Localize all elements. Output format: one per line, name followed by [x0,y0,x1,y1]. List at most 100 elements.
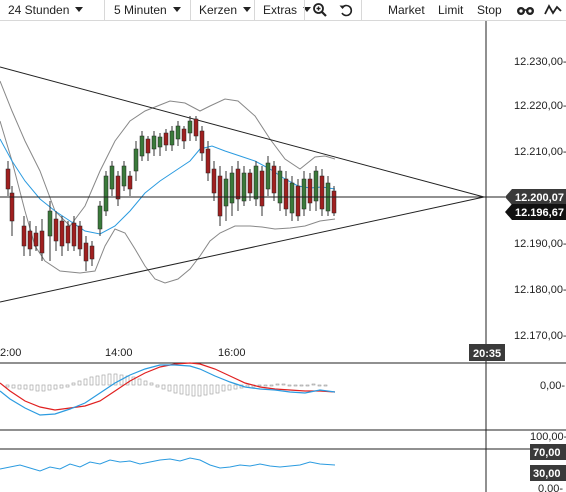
macd-histogram-bar [41,384,46,392]
macd-histogram-bar [53,384,58,390]
macd-histogram-bar [227,384,232,391]
interval-dropdown[interactable]: 5 Minuten [114,2,181,18]
candle-body [139,135,145,157]
candle-body [199,130,205,154]
range-label: 24 Stunden [8,3,70,17]
candle-body [283,178,289,210]
macd-histogram-bar [17,384,22,390]
candle-body [307,178,313,204]
stop-order-label: Stop [477,3,502,17]
macd-histogram-bar [137,378,142,386]
macd-histogram-bar [11,384,16,389]
candle-body [151,135,157,150]
toolbar-divider [254,0,255,20]
macd-histogram-bar [29,384,34,391]
toolbar-divider [104,0,105,20]
macd-histogram-bar [107,373,112,386]
macd-histogram-bar [221,384,226,392]
crosshair-time-tag: 20:35 [469,344,505,361]
macd-histogram-bar [185,384,190,396]
candle-body [331,190,337,214]
candle-body [89,245,95,260]
candle-body [83,242,89,262]
candle-body [295,185,301,217]
rsi-level-30-tag: 30,00 [530,465,566,481]
market-order-button[interactable]: Market [388,2,425,18]
macd-histogram-bar [161,384,166,390]
candle-body [259,170,265,207]
candle-body [9,192,15,222]
candle-body [229,172,235,204]
candle-body [217,175,223,217]
macd-histogram-bar [179,384,184,395]
undo-icon[interactable] [338,2,354,18]
candle-body [247,172,253,194]
rsi-level-70-value: 70,00 [533,447,561,459]
macd-histogram-bar [311,383,316,386]
candle-body [241,172,247,202]
chevron-down-icon [172,7,181,13]
macd-histogram-bar [47,384,52,391]
macd-histogram-bar [59,384,64,389]
candle-body [71,222,77,247]
macd-histogram-bar [203,384,208,396]
candle-body [175,125,181,140]
extras-dropdown[interactable]: Extras [263,2,312,18]
macd-histogram-bar [71,382,76,386]
price-axis-label: 12.210,00- [514,146,566,158]
toolbar-divider [361,0,362,20]
macd-histogram-bar [263,384,268,387]
price-axis-label: 12.220,00- [514,100,566,112]
rsi-level-70-tag: 70,00 [530,444,566,460]
chevron-down-icon [303,7,312,13]
macd-histogram-bar [167,384,172,392]
candle-body [253,165,259,200]
upper-trendline [0,66,485,198]
macd-histogram-bar [113,373,118,386]
bollinger-lower-band [0,120,336,284]
price-axis-label: 12.190,00- [514,238,566,250]
rsi-axis-label: 100,00- [530,431,566,443]
current-price-value: 12.196,67 [515,207,564,219]
macd-histogram-bar [155,384,160,388]
limit-order-label: Limit [438,3,464,17]
macd-histogram [5,373,328,397]
candle-body [313,170,319,202]
line-chart-icon[interactable] [544,2,562,18]
macd-histogram-bar [23,384,28,390]
price-chart[interactable]: 12.230,00- 12.220,00- 12.210,00- 12.190,… [0,21,566,492]
chevron-down-icon [243,7,252,13]
rsi-line [0,457,336,472]
macd-histogram-bar [83,378,88,386]
macd-histogram-bar [233,384,238,390]
price-axis-label: 12.180,00- [514,284,566,296]
candle-body [21,225,27,247]
candle-body [319,175,325,210]
chart-toolbar: 24 Stunden 5 Minuten Kerzen Extras Marke… [0,0,566,21]
candle-body [163,132,169,146]
candle-body [53,218,59,242]
limit-order-button[interactable]: Limit [438,2,463,18]
range-dropdown[interactable]: 24 Stunden [8,2,84,18]
candle-body [5,168,11,190]
candle-body [181,128,187,142]
time-axis-label: 2:00 [0,347,21,359]
time-axis-label: 14:00 [105,347,133,359]
macd-histogram-bar [95,375,100,386]
chart-style-dropdown[interactable]: Kerzen [199,2,252,18]
candle-body [169,130,175,146]
candle-body [59,220,65,247]
macd-histogram-bar [191,384,196,397]
lower-trendline [0,196,485,303]
candle-body [223,178,229,207]
price-axis-label: 12.170,00- [514,330,566,342]
market-order-label: Market [388,3,425,17]
price-axis-label: 12.230,00- [514,56,566,68]
zoom-in-icon[interactable] [312,2,328,18]
glasses-icon[interactable] [516,2,536,18]
macd-histogram-bar [299,384,304,387]
time-axis-label: 16:00 [218,347,246,359]
stop-order-button[interactable]: Stop [477,2,502,18]
macd-histogram-bar [269,384,274,387]
candle-body [133,148,139,172]
